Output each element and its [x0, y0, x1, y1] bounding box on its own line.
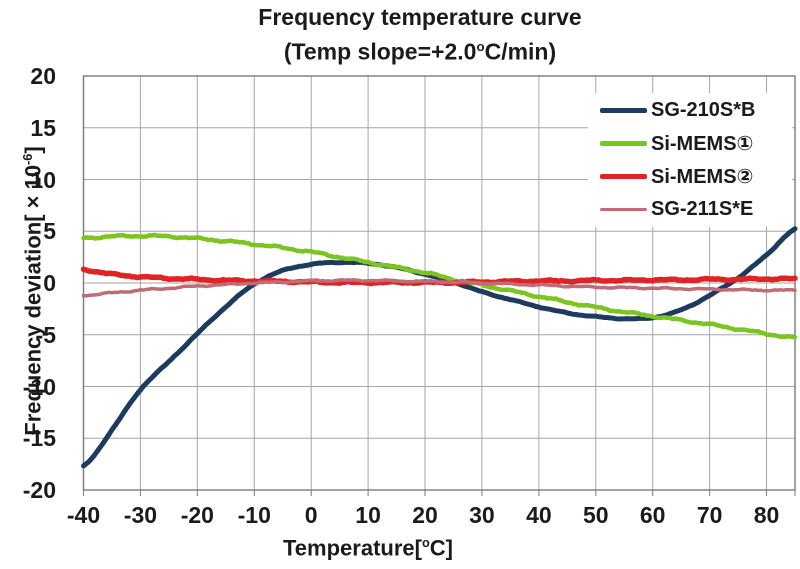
series-line-sg-211se [81, 277, 797, 298]
y-tick-label: -15 [22, 425, 56, 452]
series-line-sg-210sb [81, 226, 798, 469]
y-tick-label: 20 [30, 63, 56, 89]
legend-item-sg-211se: SG-211S*E [600, 193, 792, 226]
legend-label-sg-211se: SG-211S*E [651, 198, 754, 220]
chart-subtitle-superscript: o [476, 39, 485, 54]
legend-label-si-mems-2: Si-MEMS② [651, 166, 754, 188]
y-tick-label: -5 [35, 321, 56, 348]
x-tick-label: 20 [412, 502, 438, 528]
legend-swatch-si-mems-2 [600, 173, 647, 180]
legend-label-sg-210sb: SG-210S*B [651, 99, 756, 121]
x-tick-label: 60 [639, 502, 666, 528]
x-tick-label: -10 [237, 502, 271, 528]
x-tick-label: 0 [304, 502, 318, 528]
x-tick-label: -40 [66, 502, 101, 528]
legend-swatch-sg-210sb [600, 108, 647, 113]
plot-frame [82, 75, 796, 491]
legend-label-si-mems-1: Si-MEMS① [651, 133, 754, 155]
y-axis-title-pre: Frequency deviation[ × 10 [20, 164, 46, 436]
y-tick-label: 5 [43, 218, 56, 245]
legend-swatch-si-mems-1 [600, 141, 647, 146]
x-tick-label: 80 [753, 502, 780, 528]
x-tick-label: -20 [180, 502, 214, 528]
y-axis-title: Frequency deviation[ × 10-6] [14, 81, 46, 501]
x-tick-label: -30 [123, 502, 158, 528]
x-tick-label: 70 [696, 502, 723, 528]
y-tick-label: -10 [22, 373, 56, 400]
y-tick-label: 0 [43, 270, 56, 296]
y-axis-title-post: ] [20, 146, 46, 154]
x-axis-title-superscript: o [421, 535, 430, 550]
legend-item-sg-210sb: SG-210S*B [600, 94, 792, 127]
x-axis-tick-labels: -40 -30 -20 -10 0 10 20 30 40 50 60 70 80 [0, 503, 800, 529]
x-axis-title-pre: Temperature[ [283, 535, 422, 561]
legend-item-si-mems-2: Si-MEMS② [600, 160, 792, 193]
x-tick-label: 10 [355, 502, 381, 528]
y-tick-label: -20 [22, 477, 56, 503]
x-tick-label: 30 [469, 502, 495, 528]
y-tick-label: 15 [30, 114, 56, 141]
chart-subtitle: (Temp slope=+2.0oC/min) [40, 32, 800, 67]
title-block: Frequency temperature curve (Temp slope=… [40, 3, 800, 67]
chart-title: Frequency temperature curve [258, 4, 582, 30]
y-axis-tick-labels: 20 15 10 5 0 -5 -10 -15 -20 [0, 0, 58, 569]
chart-subtitle-pre: (Temp slope=+2.0 [283, 38, 477, 65]
x-axis-title: Temperature[oC] [168, 535, 568, 561]
y-axis-title-superscript: -6 [20, 153, 35, 165]
legend-swatch-sg-211se [600, 207, 647, 212]
legend: SG-210S*B Si-MEMS① Si-MEMS② SG-211S*E [588, 93, 792, 227]
x-tick-label: 40 [526, 502, 552, 528]
x-axis-title-post: C] [429, 535, 453, 561]
x-tick-label: 50 [582, 502, 609, 528]
series-line-si-mems-1 [81, 232, 798, 340]
chart-subtitle-post: C/min) [484, 38, 557, 65]
y-tick-label: 10 [30, 166, 56, 193]
legend-item-si-mems-1: Si-MEMS① [600, 127, 792, 160]
